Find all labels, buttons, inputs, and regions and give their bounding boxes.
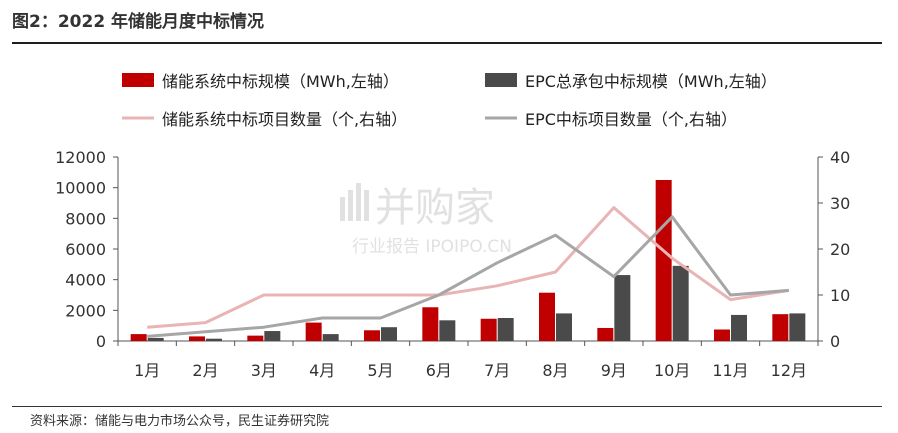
y-right-tick-label: 10: [830, 286, 850, 305]
legend-label: EPC中标项目数量（个,右轴）: [525, 110, 737, 129]
x-tick-label: 5月: [367, 361, 393, 380]
bar-epc: [672, 265, 689, 341]
bar-epc: [789, 313, 806, 341]
x-tick-label: 8月: [542, 361, 568, 380]
axes: 0 2000 4000 6000 8000 10000 12000 0 10 20 30 40 1月 2月…: [55, 148, 850, 380]
bar-storage-system: [480, 318, 497, 341]
y-right-tick-label: 0: [830, 332, 840, 351]
bar-storage-system: [539, 292, 555, 341]
chart-title: 图2：2022 年储能月度中标情况: [12, 12, 265, 32]
bar-storage-system: [772, 314, 789, 341]
bar-epc: [614, 275, 631, 341]
bar-storage-system: [130, 334, 147, 341]
bar-epc: [497, 318, 514, 341]
watermark: 并购家 行业报告 IPOIPO.CN: [340, 183, 512, 257]
bar-storage-system: [247, 335, 264, 341]
y-right-tick-label: 20: [830, 240, 850, 259]
bar-epc: [264, 331, 281, 341]
bars: [130, 180, 806, 341]
bar-storage-system: [189, 336, 205, 341]
bar-epc: [147, 337, 164, 341]
y-left-tick-label: 10000: [55, 179, 106, 198]
bar-storage-system: [655, 180, 672, 341]
y-left-tick-label: 12000: [55, 148, 106, 167]
y-left-tick-label: 6000: [65, 240, 106, 259]
source-note: 资料来源：储能与电力市场公众号，民生证券研究院: [30, 414, 330, 429]
x-tick-label: 10月: [654, 361, 690, 380]
legend-label: 储能系统中标项目数量（个,右轴）: [162, 110, 407, 129]
y-right-tick-label: 30: [830, 194, 850, 213]
watermark-logo-icon: [340, 183, 369, 221]
bar-epc: [439, 320, 456, 341]
bar-storage-system: [597, 327, 614, 341]
line-storage-system-count: [147, 206, 790, 329]
x-tick-label: 1月: [134, 361, 160, 380]
bar-storage-system: [305, 322, 322, 341]
combo-chart: 储能系统中标规模（MWh,左轴） EPC总承包中标规模（MWh,左轴） 储能系统中标…: [55, 72, 850, 380]
x-tick-label: 9月: [601, 361, 627, 380]
legend-label: 储能系统中标规模（MWh,左轴）: [162, 72, 399, 91]
x-tick-label: 6月: [426, 361, 452, 380]
bar-epc: [322, 334, 339, 341]
watermark-sub: 行业报告 IPOIPO.CN: [352, 237, 512, 257]
y-left-tick-label: 0: [96, 332, 106, 351]
legend-label: EPC总承包中标规模（MWh,左轴）: [525, 72, 777, 91]
y-right-tick-label: 40: [830, 148, 850, 167]
line-epc-count: [147, 215, 789, 338]
y-left-tick-label: 4000: [65, 271, 106, 290]
watermark-main: 并购家: [375, 185, 495, 231]
bar-storage-system: [714, 329, 730, 341]
x-tick-label: 7月: [484, 361, 510, 380]
bottom-rule: [12, 406, 882, 407]
bar-storage-system: [422, 307, 439, 341]
x-tick-label: 4月: [309, 361, 335, 380]
x-tick-label: 11月: [712, 361, 748, 380]
bar-storage-system: [364, 330, 380, 341]
legend-swatch: [122, 73, 154, 87]
bar-epc: [206, 338, 222, 341]
x-tick-label: 12月: [771, 361, 807, 380]
top-rule: [12, 42, 882, 44]
y-left-tick-label: 8000: [65, 209, 106, 228]
x-tick-label: 2月: [192, 361, 218, 380]
bar-epc: [731, 314, 747, 341]
legend: 储能系统中标规模（MWh,左轴） EPC总承包中标规模（MWh,左轴） 储能系统中标…: [122, 72, 777, 129]
y-left-tick-label: 2000: [65, 301, 106, 320]
bar-epc: [381, 327, 397, 341]
x-tick-label: 3月: [251, 361, 277, 380]
legend-swatch: [485, 73, 517, 87]
bar-epc: [556, 313, 572, 341]
lines: [147, 206, 790, 338]
